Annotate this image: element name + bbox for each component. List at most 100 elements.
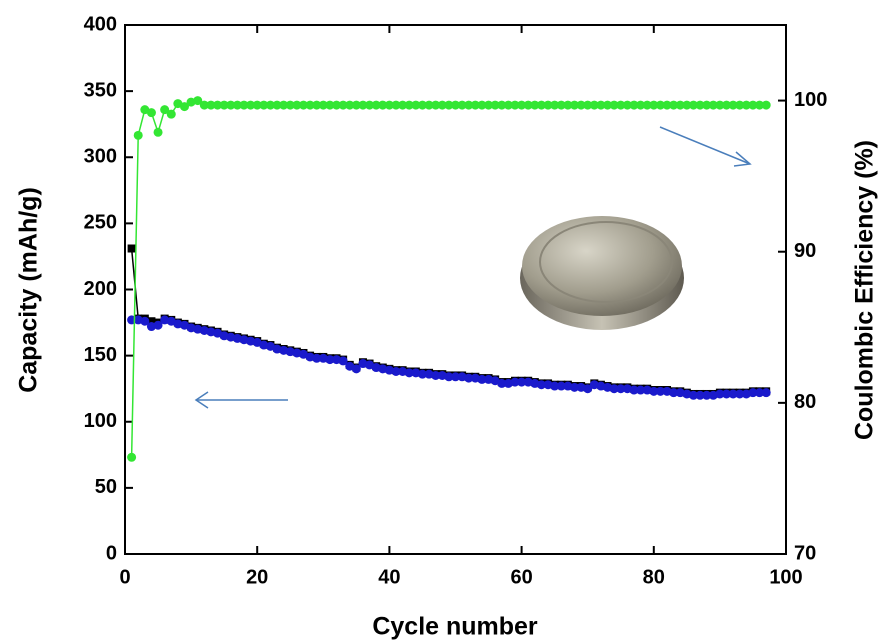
x-tick-label: 80 [643,566,665,588]
point [728,100,738,110]
point [735,389,745,399]
point [589,100,599,110]
point [358,100,368,110]
point [371,100,381,110]
point [629,100,639,110]
x-tick-label: 60 [510,566,532,588]
point [517,377,527,387]
y-tick-label: 150 [84,344,117,366]
point [569,382,579,392]
x-axis-label: Cycle number [372,613,538,641]
point [140,316,150,326]
point [503,100,513,110]
point [265,100,275,110]
point [669,100,679,110]
point [338,100,348,110]
point [490,100,500,110]
point [755,100,765,110]
point [722,100,732,110]
point [365,100,375,110]
point [484,100,494,110]
point [517,100,527,110]
point [325,100,335,110]
point [682,100,692,110]
point [550,381,560,391]
point [629,385,639,395]
point [536,100,546,110]
point [708,100,718,110]
point [530,100,540,110]
point [312,353,322,363]
point [556,100,566,110]
point [755,388,765,398]
point [451,372,460,382]
point [649,100,659,110]
point [510,377,520,387]
point [662,100,672,110]
point [609,100,619,110]
x-tick-label: 0 [119,566,130,588]
point [457,100,467,110]
point [596,100,606,110]
y-axis-label: Capacity (mAh/g) [15,187,43,393]
point [391,100,401,110]
y-tick-label: 350 [84,79,117,101]
point [510,100,520,110]
point [636,385,646,395]
x-tick-label: 20 [246,566,268,588]
point [398,100,408,110]
point [477,100,487,110]
y-tick-label: 50 [95,476,117,498]
point [133,130,143,140]
point [556,381,566,391]
point [332,100,342,110]
point [497,378,507,388]
point [391,366,401,376]
point [715,100,725,110]
point [464,373,474,383]
point [411,100,421,110]
point [464,100,474,110]
y-tick-label: 0 [106,542,117,564]
point [688,100,698,110]
point [616,100,626,110]
point [695,100,705,110]
point [312,100,322,110]
point [351,100,361,110]
point [702,100,712,110]
point [404,368,414,378]
point [616,384,626,394]
arrows [194,126,752,409]
point [279,100,289,110]
x-tick-label: 40 [378,566,400,588]
point [649,386,659,396]
point [688,390,698,400]
point [675,100,685,110]
point [748,100,758,110]
point [351,364,361,374]
x-tick-label: 100 [769,566,802,588]
point [318,100,328,110]
y2-tick-label: 80 [794,391,816,413]
point [741,100,751,110]
point [213,100,223,110]
point [232,100,242,110]
point [536,380,546,390]
point [477,374,487,384]
point [497,100,507,110]
point [206,100,216,110]
point [179,102,189,112]
point [702,390,712,400]
point [576,100,586,110]
point [636,100,646,110]
point [583,100,593,110]
point [523,100,533,110]
point [345,100,355,110]
point [146,108,156,118]
y2-tick-label: 90 [794,240,816,262]
point [583,384,593,394]
point [695,390,705,400]
point [563,100,573,110]
point [417,369,427,379]
